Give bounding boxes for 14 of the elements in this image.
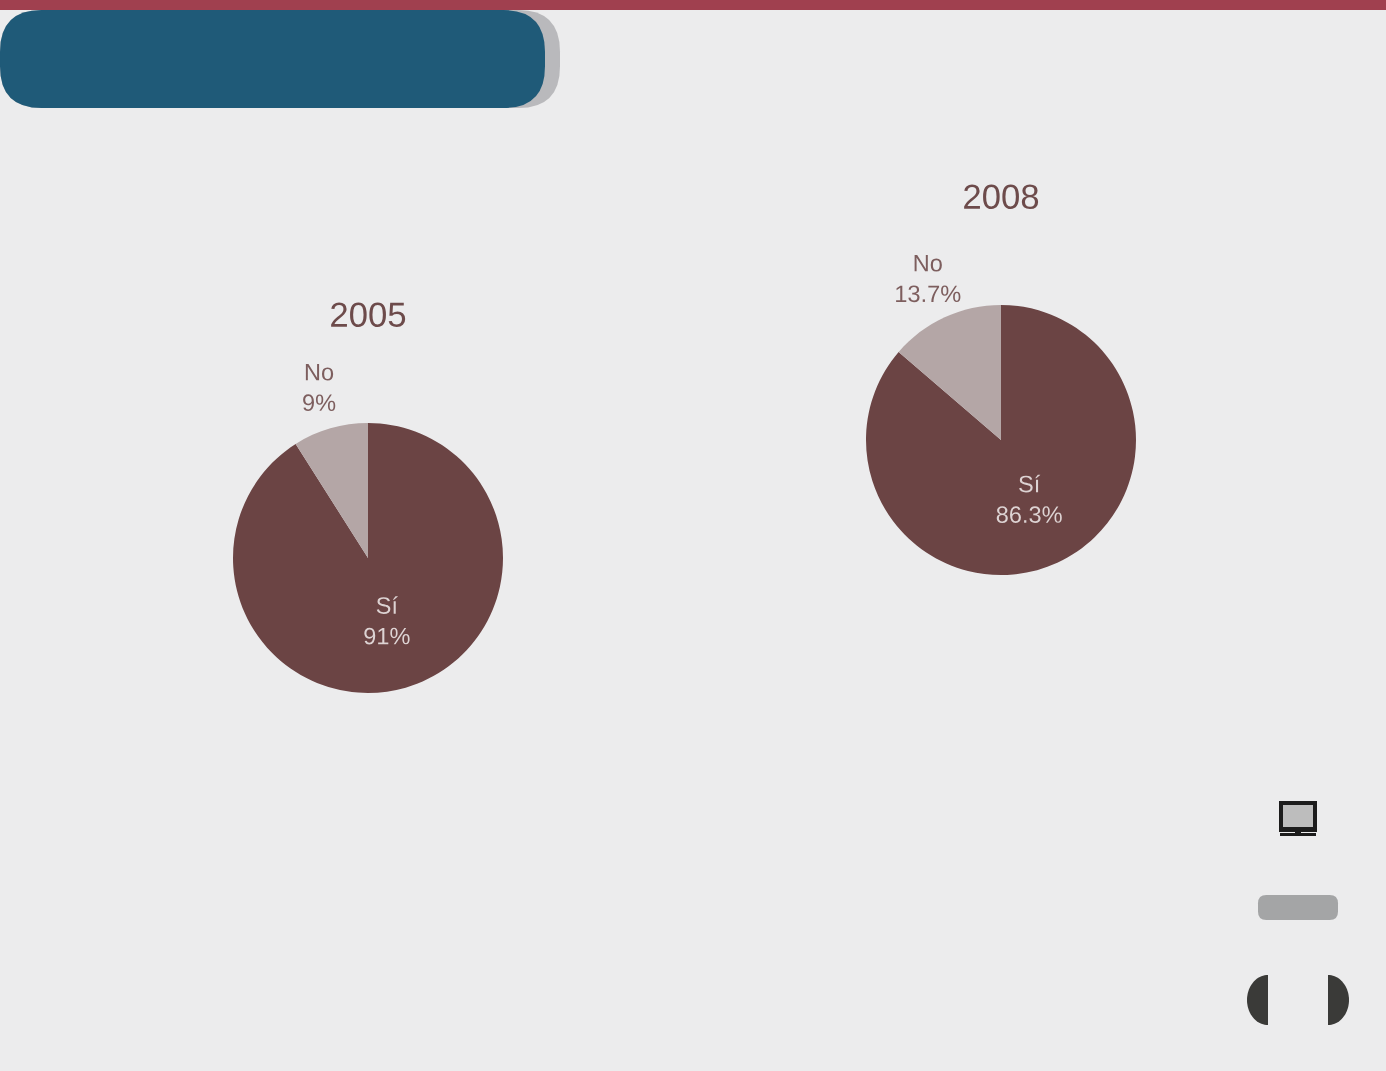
- pie-slice: [898, 305, 1001, 440]
- chart-title: 2008: [964, 184, 1039, 210]
- data-label: 86.3%: [996, 506, 1062, 523]
- data-label: 13.7%: [896, 285, 961, 303]
- data-label: 9%: [303, 394, 336, 412]
- pie-slice: [295, 423, 368, 558]
- slice-label: Sí: [1019, 474, 1041, 493]
- chart-title: 2005: [331, 302, 406, 328]
- slice-label: Sí: [376, 596, 398, 614]
- slice-label: No: [914, 255, 942, 272]
- pie-slice: [866, 305, 1136, 575]
- data-label: 91%: [364, 627, 410, 645]
- pie-slice: [233, 423, 503, 693]
- slice-label: No: [305, 364, 334, 381]
